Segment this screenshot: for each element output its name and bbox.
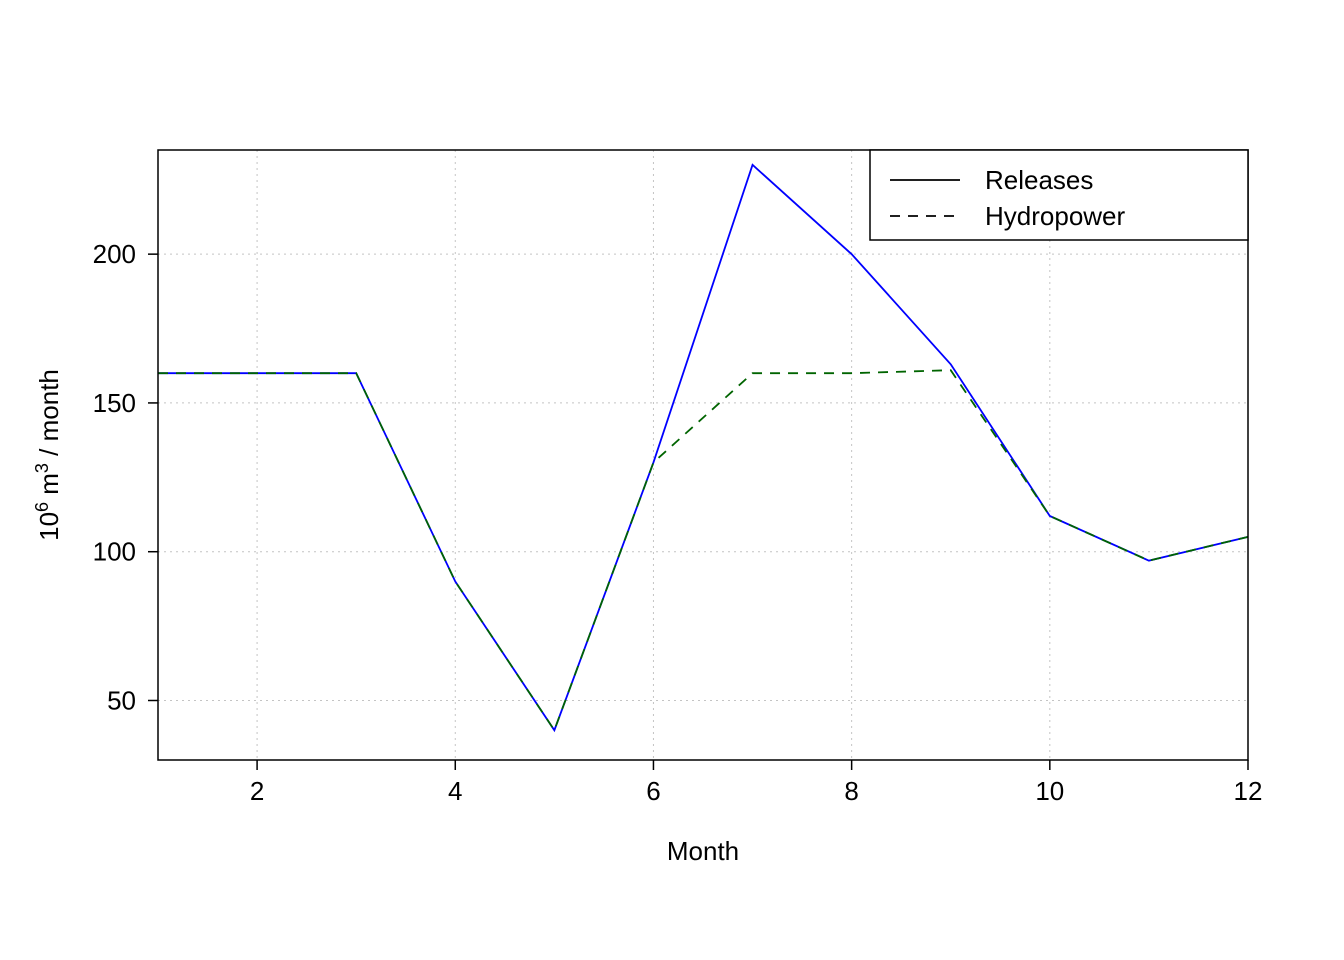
x-tick-label: 4: [448, 776, 462, 806]
x-tick-label: 2: [250, 776, 264, 806]
x-tick-label: 8: [844, 776, 858, 806]
y-tick-label: 50: [107, 685, 136, 715]
x-axis-label: Month: [667, 836, 739, 866]
y-axis-label: 106 m3 / month: [32, 369, 64, 541]
chart-background: [0, 0, 1344, 960]
legend-label: Releases: [985, 165, 1093, 195]
line-chart: 2 4 6 8 10 12 Month 50 100 150 200 106 m3 / month Re…: [0, 0, 1344, 960]
x-tick-label: 10: [1035, 776, 1064, 806]
chart-container: 2 4 6 8 10 12 Month 50 100 150 200 106 m3 / month Re…: [0, 0, 1344, 960]
legend-label: Hydropower: [985, 201, 1126, 231]
x-tick-label: 12: [1234, 776, 1263, 806]
y-tick-label: 150: [93, 388, 136, 418]
x-tick-label: 6: [646, 776, 660, 806]
y-tick-label: 100: [93, 537, 136, 567]
y-tick-label: 200: [93, 239, 136, 269]
